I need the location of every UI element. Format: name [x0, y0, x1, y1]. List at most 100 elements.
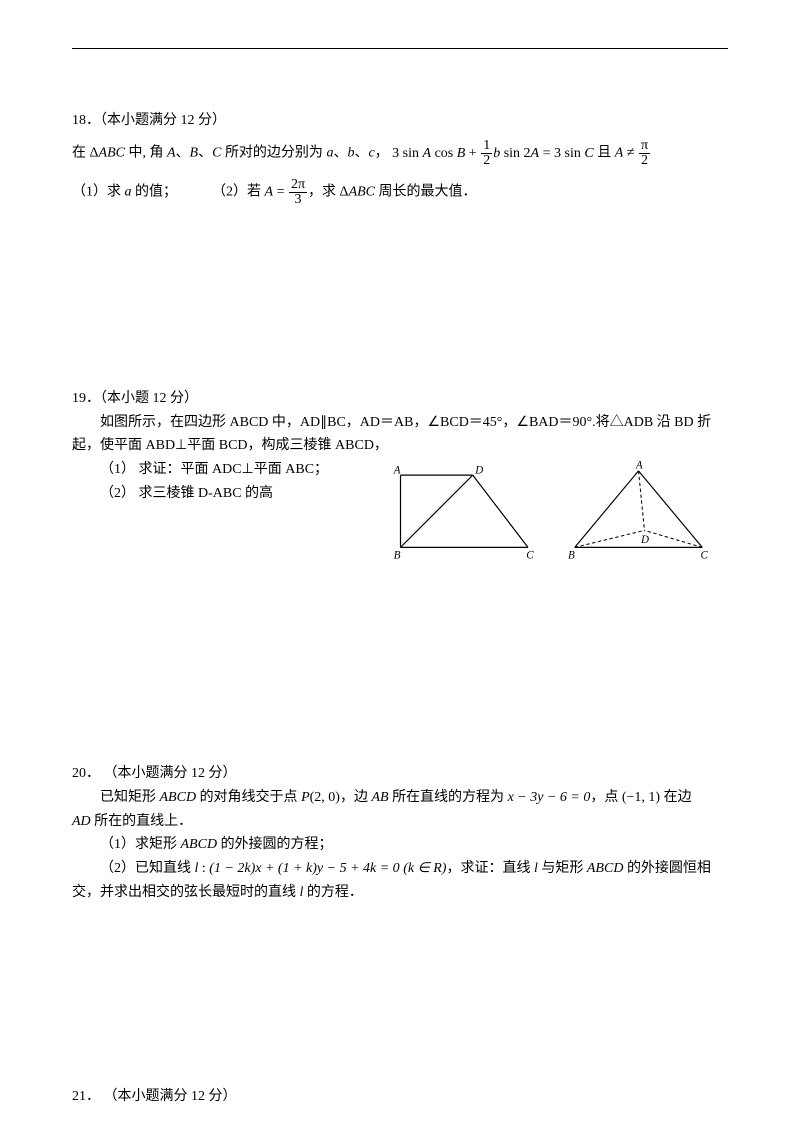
- lbl-A: A: [635, 460, 643, 472]
- figure-left: A D B C: [393, 465, 535, 562]
- problem-20-line2: AD 所在的直线上．: [72, 810, 728, 834]
- p2: （2） 求三棱锥 D-ABC 的高: [72, 482, 372, 506]
- p1: （1） 求证：平面 ADC⊥平面 ABC；: [72, 458, 372, 482]
- comma: ，: [375, 146, 389, 161]
- figure-svg: A D B C A B C D: [392, 458, 732, 573]
- P: P: [301, 790, 310, 805]
- problem-18: 18．（本小题满分 12 分） 在 ΔABC 中, 角 A、B、C 所对的边分别…: [72, 109, 728, 207]
- a: a: [125, 185, 132, 200]
- t: 的外接圆的方程；: [217, 837, 333, 852]
- text: 中, 角: [125, 146, 167, 161]
- eq: = 3 sin: [539, 146, 584, 161]
- sym-B: B: [190, 146, 199, 161]
- top-rule: [72, 48, 728, 49]
- text: 在 Δ: [72, 146, 99, 161]
- problem-21: 21． （本小题满分 12 分）: [72, 1085, 728, 1109]
- problem-18-header: 18．（本小题满分 12 分）: [72, 109, 728, 133]
- den: 2: [481, 154, 492, 168]
- page: 18．（本小题满分 12 分） 在 ΔABC 中, 角 A、B、C 所对的边分别…: [0, 0, 800, 1132]
- problem-18-stem: 在 ΔABC 中, 角 A、B、C 所对的边分别为 a、b、c， 3 sin A…: [72, 139, 728, 168]
- t: 的外接圆恒相: [623, 861, 711, 876]
- problem-20-tail: 交，并求出相交的弦长最短时的直线 l 的方程．: [72, 881, 728, 905]
- num: π: [639, 139, 650, 154]
- eq2b: (k ∈ R): [400, 861, 447, 876]
- sep: 、: [176, 146, 190, 161]
- t: 已知矩形: [100, 790, 160, 805]
- t: （1）求矩形: [100, 837, 181, 852]
- p1-tail: 的值；: [132, 185, 178, 200]
- sep: 、: [333, 146, 347, 161]
- A: A: [615, 146, 624, 161]
- ABCD: ABCD: [587, 861, 624, 876]
- ABC: ABC: [349, 185, 375, 200]
- t: cos: [431, 146, 457, 161]
- figure-right: A B C D: [568, 460, 709, 562]
- eq: =: [273, 185, 288, 200]
- A: A: [265, 185, 274, 200]
- t: 的对角线交于点: [196, 790, 301, 805]
- problem-19-figure: A D B C A B C D: [392, 458, 732, 582]
- problem-21-header: 21． （本小题满分 12 分）: [72, 1085, 728, 1109]
- Pcoords: (2, 0): [310, 790, 340, 805]
- C: C: [584, 146, 593, 161]
- problem-20-header: 20． （本小题满分 12 分）: [72, 762, 728, 786]
- sep: 、: [354, 146, 368, 161]
- t: 的方程．: [303, 885, 363, 900]
- A: A: [531, 146, 540, 161]
- problem-20-p1: （1）求矩形 ABCD 的外接圆的方程；: [72, 833, 728, 857]
- frac-pi2: π2: [639, 139, 650, 168]
- den: 3: [289, 193, 307, 207]
- sym-A: A: [167, 146, 176, 161]
- t: sin 2: [500, 146, 530, 161]
- t: ，求证：直线: [446, 861, 534, 876]
- colon: :: [198, 861, 209, 876]
- problem-19-header: 19．（本小题 12 分）: [72, 387, 728, 411]
- lbl-B: B: [394, 550, 401, 562]
- p1-label: （1）求: [72, 185, 125, 200]
- frac-half: 12: [481, 139, 492, 168]
- problem-20: 20． （本小题满分 12 分） 已知矩形 ABCD 的对角线交于点 P(2, …: [72, 762, 728, 905]
- pt: (−1, 1): [622, 790, 660, 805]
- sym-ABC: ABC: [99, 146, 125, 161]
- plus: +: [465, 146, 480, 161]
- t: 与矩形: [538, 861, 587, 876]
- ABCD: ABCD: [160, 790, 197, 805]
- t: ，边: [340, 790, 372, 805]
- t: 在边: [660, 790, 692, 805]
- sep: 、: [198, 146, 212, 161]
- lbl-C: C: [526, 550, 534, 562]
- problem-19: 19．（本小题 12 分） 如图所示，在四边形 ABCD 中，AD∥BC，AD＝…: [72, 387, 728, 582]
- lbl-D: D: [474, 465, 483, 477]
- B: B: [457, 146, 466, 161]
- A: A: [423, 146, 432, 161]
- AB: AB: [371, 790, 388, 805]
- problem-18-parts: （1）求 a 的值； （2）若 A = 2π3，求 ΔABC 周长的最大值．: [72, 178, 728, 207]
- t: （2）已知直线: [100, 861, 195, 876]
- t: 所在直线的方程为: [389, 790, 508, 805]
- problem-20-line1: 已知矩形 ABCD 的对角线交于点 P(2, 0)，边 AB 所在直线的方程为 …: [72, 786, 728, 810]
- AD: AD: [72, 814, 91, 829]
- problem-19-line1: 如图所示，在四边形 ABCD 中，AD∥BC，AD＝AB，∠BCD＝45°，∠B…: [72, 411, 728, 435]
- neq: ≠: [623, 146, 638, 161]
- eq-part1: 3 sin A cos B + 12b sin 2A = 3 sin C: [392, 146, 594, 161]
- lbl-D: D: [640, 534, 649, 546]
- lbl-A: A: [393, 465, 401, 477]
- frac-2pi3: 2π3: [289, 178, 307, 207]
- t: 交，并求出相交的弦长最短时的直线: [72, 885, 300, 900]
- p2-mid: ，求 Δ: [308, 185, 349, 200]
- problem-19-body-row: （1） 求证：平面 ADC⊥平面 ABC； （2） 求三棱锥 D-ABC 的高 …: [72, 458, 728, 582]
- t: 3 sin: [392, 146, 422, 161]
- and: 且: [597, 146, 615, 161]
- p2-tail: 周长的最大值．: [375, 185, 477, 200]
- lbl-C: C: [701, 550, 709, 562]
- problem-20-p2: （2）已知直线 l : (1 − 2k)x + (1 + k)y − 5 + 4…: [72, 857, 728, 881]
- num: 2π: [289, 178, 307, 193]
- t: 所在的直线上．: [91, 814, 193, 829]
- lbl-B: B: [568, 550, 575, 562]
- eq1: x − 3y − 6 = 0: [508, 790, 591, 805]
- p2-label: （2）若: [212, 185, 265, 200]
- problem-19-subparts: （1） 求证：平面 ADC⊥平面 ABC； （2） 求三棱锥 D-ABC 的高: [72, 458, 372, 506]
- text: 所对的边分别为: [221, 146, 326, 161]
- den: 2: [639, 154, 650, 168]
- num: 1: [481, 139, 492, 154]
